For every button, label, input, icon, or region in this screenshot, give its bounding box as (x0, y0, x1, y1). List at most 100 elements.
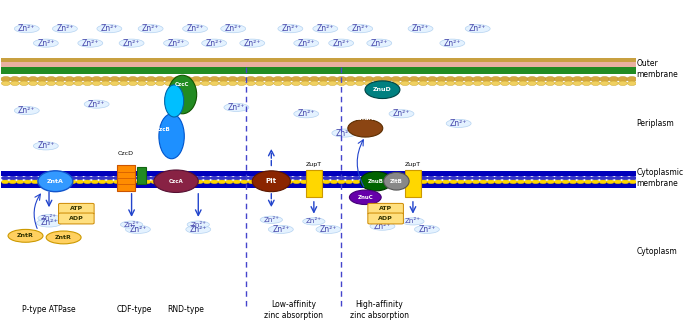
Circle shape (353, 180, 360, 184)
Circle shape (545, 76, 556, 82)
Text: Zn²⁺: Zn²⁺ (263, 217, 279, 223)
Ellipse shape (294, 39, 319, 47)
Circle shape (319, 81, 328, 86)
Text: ATP: ATP (379, 206, 393, 211)
Text: ADP: ADP (378, 216, 393, 221)
Text: Zn²⁺: Zn²⁺ (282, 24, 299, 33)
Circle shape (292, 81, 301, 86)
Circle shape (128, 180, 136, 184)
Text: Zn²⁺: Zn²⁺ (88, 100, 105, 109)
Circle shape (291, 76, 301, 82)
Circle shape (629, 180, 636, 184)
Circle shape (315, 180, 323, 184)
Circle shape (338, 176, 345, 180)
Circle shape (345, 76, 356, 82)
Circle shape (278, 176, 286, 180)
Ellipse shape (36, 219, 62, 227)
Circle shape (547, 180, 554, 184)
Circle shape (110, 76, 120, 82)
Text: ZntR: ZntR (55, 235, 72, 240)
Ellipse shape (389, 110, 414, 118)
Text: ZnuC: ZnuC (358, 195, 373, 200)
Circle shape (158, 176, 166, 180)
Circle shape (55, 76, 65, 82)
Circle shape (143, 180, 151, 184)
Circle shape (119, 76, 129, 82)
Circle shape (155, 81, 164, 86)
Circle shape (509, 76, 519, 82)
Circle shape (473, 81, 482, 86)
Bar (405, 170, 421, 197)
Circle shape (273, 81, 282, 86)
Text: Zn²⁺: Zn²⁺ (306, 218, 322, 225)
Ellipse shape (260, 216, 282, 223)
Circle shape (9, 176, 16, 180)
Circle shape (482, 81, 491, 86)
Bar (137, 167, 146, 184)
Circle shape (401, 81, 410, 86)
Circle shape (554, 176, 562, 180)
Circle shape (495, 180, 502, 184)
Circle shape (106, 180, 114, 184)
Circle shape (405, 180, 412, 184)
Circle shape (114, 176, 121, 180)
Text: ZntA: ZntA (47, 179, 64, 184)
Circle shape (591, 81, 600, 86)
Text: Zn²⁺: Zn²⁺ (123, 222, 140, 227)
Ellipse shape (294, 110, 319, 118)
Circle shape (607, 176, 614, 180)
Circle shape (397, 176, 405, 180)
Circle shape (92, 81, 101, 86)
Circle shape (373, 81, 382, 86)
FancyBboxPatch shape (368, 213, 403, 224)
Ellipse shape (187, 221, 210, 228)
Text: Zn²⁺: Zn²⁺ (419, 225, 436, 234)
Circle shape (310, 81, 319, 86)
Circle shape (76, 180, 84, 184)
Circle shape (128, 81, 137, 86)
Circle shape (502, 180, 510, 184)
Circle shape (46, 176, 54, 180)
Circle shape (619, 81, 627, 86)
Text: Zn²⁺: Zn²⁺ (18, 24, 36, 33)
Text: Zn²⁺: Zn²⁺ (297, 109, 315, 118)
Circle shape (621, 180, 629, 184)
Circle shape (240, 180, 248, 184)
Circle shape (256, 81, 264, 86)
Circle shape (584, 176, 592, 180)
Circle shape (32, 180, 39, 184)
Text: ZupT: ZupT (306, 162, 322, 167)
Circle shape (188, 180, 196, 184)
Circle shape (155, 76, 165, 82)
Text: Zn²⁺: Zn²⁺ (227, 103, 245, 112)
Circle shape (39, 180, 47, 184)
Circle shape (248, 176, 256, 180)
Circle shape (1, 81, 10, 86)
FancyBboxPatch shape (368, 203, 403, 214)
Circle shape (16, 180, 24, 184)
Circle shape (233, 180, 240, 184)
Circle shape (336, 76, 347, 82)
Circle shape (368, 176, 375, 180)
Circle shape (61, 176, 68, 180)
Text: High-affinity
zinc absorption: High-affinity zinc absorption (350, 300, 409, 320)
Circle shape (76, 176, 84, 180)
Ellipse shape (138, 25, 163, 33)
Ellipse shape (316, 226, 341, 234)
Text: ZnuA: ZnuA (356, 116, 375, 121)
Circle shape (472, 176, 480, 180)
Circle shape (554, 76, 564, 82)
Text: Zn²⁺: Zn²⁺ (190, 225, 207, 234)
Circle shape (323, 176, 330, 180)
Ellipse shape (365, 81, 400, 98)
Circle shape (28, 76, 38, 82)
Text: Zn²⁺: Zn²⁺ (129, 225, 147, 234)
Circle shape (614, 176, 622, 180)
Ellipse shape (125, 226, 151, 234)
Circle shape (99, 176, 106, 180)
Ellipse shape (119, 39, 144, 47)
Circle shape (99, 180, 106, 184)
Circle shape (599, 76, 610, 82)
Circle shape (65, 81, 74, 86)
Text: Zn²⁺: Zn²⁺ (393, 109, 410, 118)
